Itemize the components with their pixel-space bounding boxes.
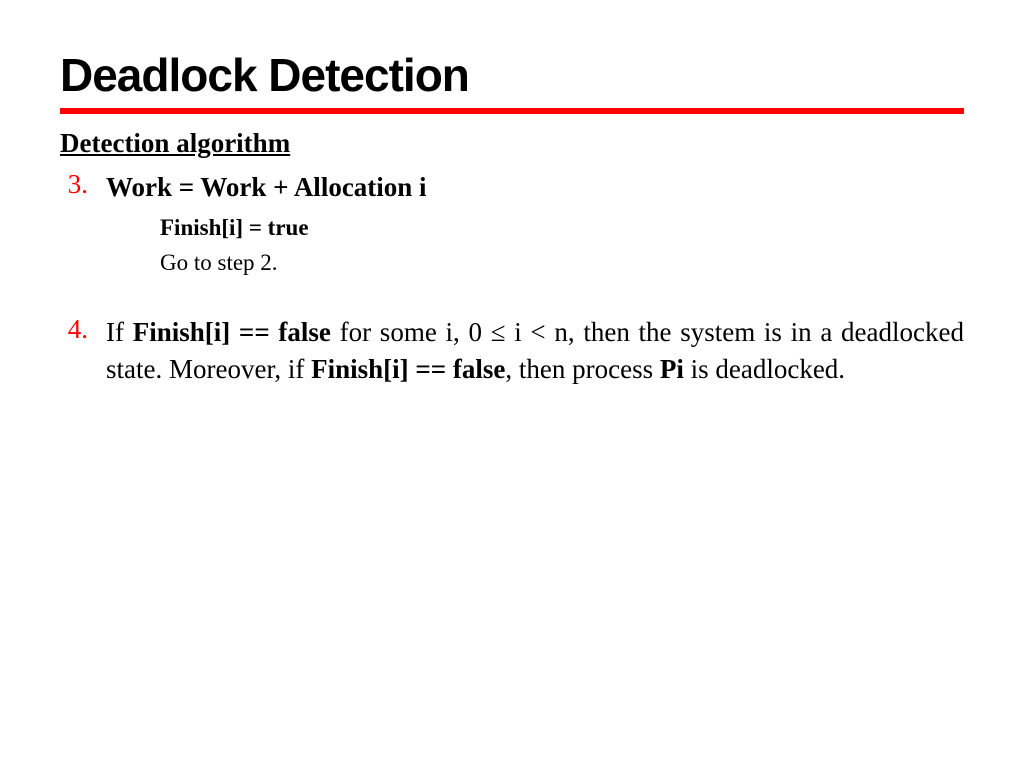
slide-title: Deadlock Detection [60,48,964,114]
bold-text: Finish[i] == false [133,317,331,347]
slide: Deadlock Detection Detection algorithm 3… [0,0,1024,768]
text: is deadlocked. [684,354,845,384]
list-item-4: 4. If Finish[i] == false for some i, 0 ≤… [60,314,964,387]
text: If [106,317,133,347]
list-item-3: 3. Work = Work + Allocation i [60,169,964,205]
bold-text: Finish[i] == false [311,354,505,384]
bold-text: Pi [660,354,684,384]
text: , then process [505,354,659,384]
spacer [60,280,964,314]
item-body: If Finish[i] == false for some i, 0 ≤ i … [106,314,964,387]
sub-line-a: Finish[i] = true [160,211,964,246]
item-body: Work = Work + Allocation i [106,169,964,205]
item-number: 3. [60,169,106,205]
item-number: 4. [60,314,106,387]
sub-line-b: Go to step 2. [160,246,964,281]
section-subtitle: Detection algorithm [60,128,964,159]
